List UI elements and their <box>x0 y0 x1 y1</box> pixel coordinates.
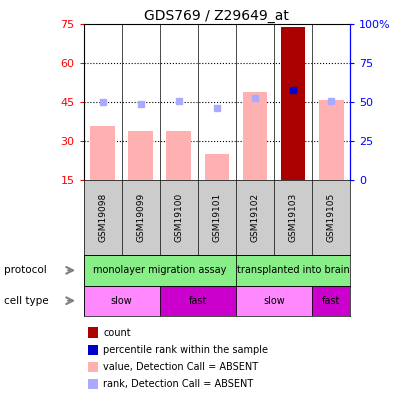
Bar <box>312 286 350 316</box>
Text: GSM19105: GSM19105 <box>327 193 336 242</box>
Text: GSM19099: GSM19099 <box>136 193 145 242</box>
Text: monolayer migration assay: monolayer migration assay <box>93 265 226 275</box>
Text: fast: fast <box>322 296 340 306</box>
Text: slow: slow <box>263 296 285 306</box>
Text: slow: slow <box>111 296 133 306</box>
Bar <box>90 126 115 180</box>
Text: GSM19098: GSM19098 <box>98 193 107 242</box>
Text: cell type: cell type <box>4 296 49 306</box>
Text: value, Detection Call = ABSENT: value, Detection Call = ABSENT <box>103 362 259 372</box>
Text: transplanted into brain: transplanted into brain <box>237 265 349 275</box>
Bar <box>166 131 191 180</box>
Bar <box>281 27 306 180</box>
Bar <box>128 131 153 180</box>
Text: GSM19100: GSM19100 <box>174 193 183 242</box>
Bar <box>319 100 343 180</box>
Text: count: count <box>103 328 131 337</box>
Text: GSM19103: GSM19103 <box>289 193 298 242</box>
Bar <box>160 286 236 316</box>
Text: GSM19101: GSM19101 <box>213 193 221 242</box>
Bar <box>84 286 160 316</box>
Bar <box>236 286 312 316</box>
Bar <box>236 255 350 286</box>
Bar <box>205 154 229 180</box>
Text: GSM19102: GSM19102 <box>250 193 259 242</box>
Text: rank, Detection Call = ABSENT: rank, Detection Call = ABSENT <box>103 379 254 389</box>
Bar <box>84 255 236 286</box>
Text: protocol: protocol <box>4 265 47 275</box>
Bar <box>243 92 267 180</box>
Text: fast: fast <box>189 296 207 306</box>
Title: GDS769 / Z29649_at: GDS769 / Z29649_at <box>144 9 289 23</box>
Text: percentile rank within the sample: percentile rank within the sample <box>103 345 269 355</box>
